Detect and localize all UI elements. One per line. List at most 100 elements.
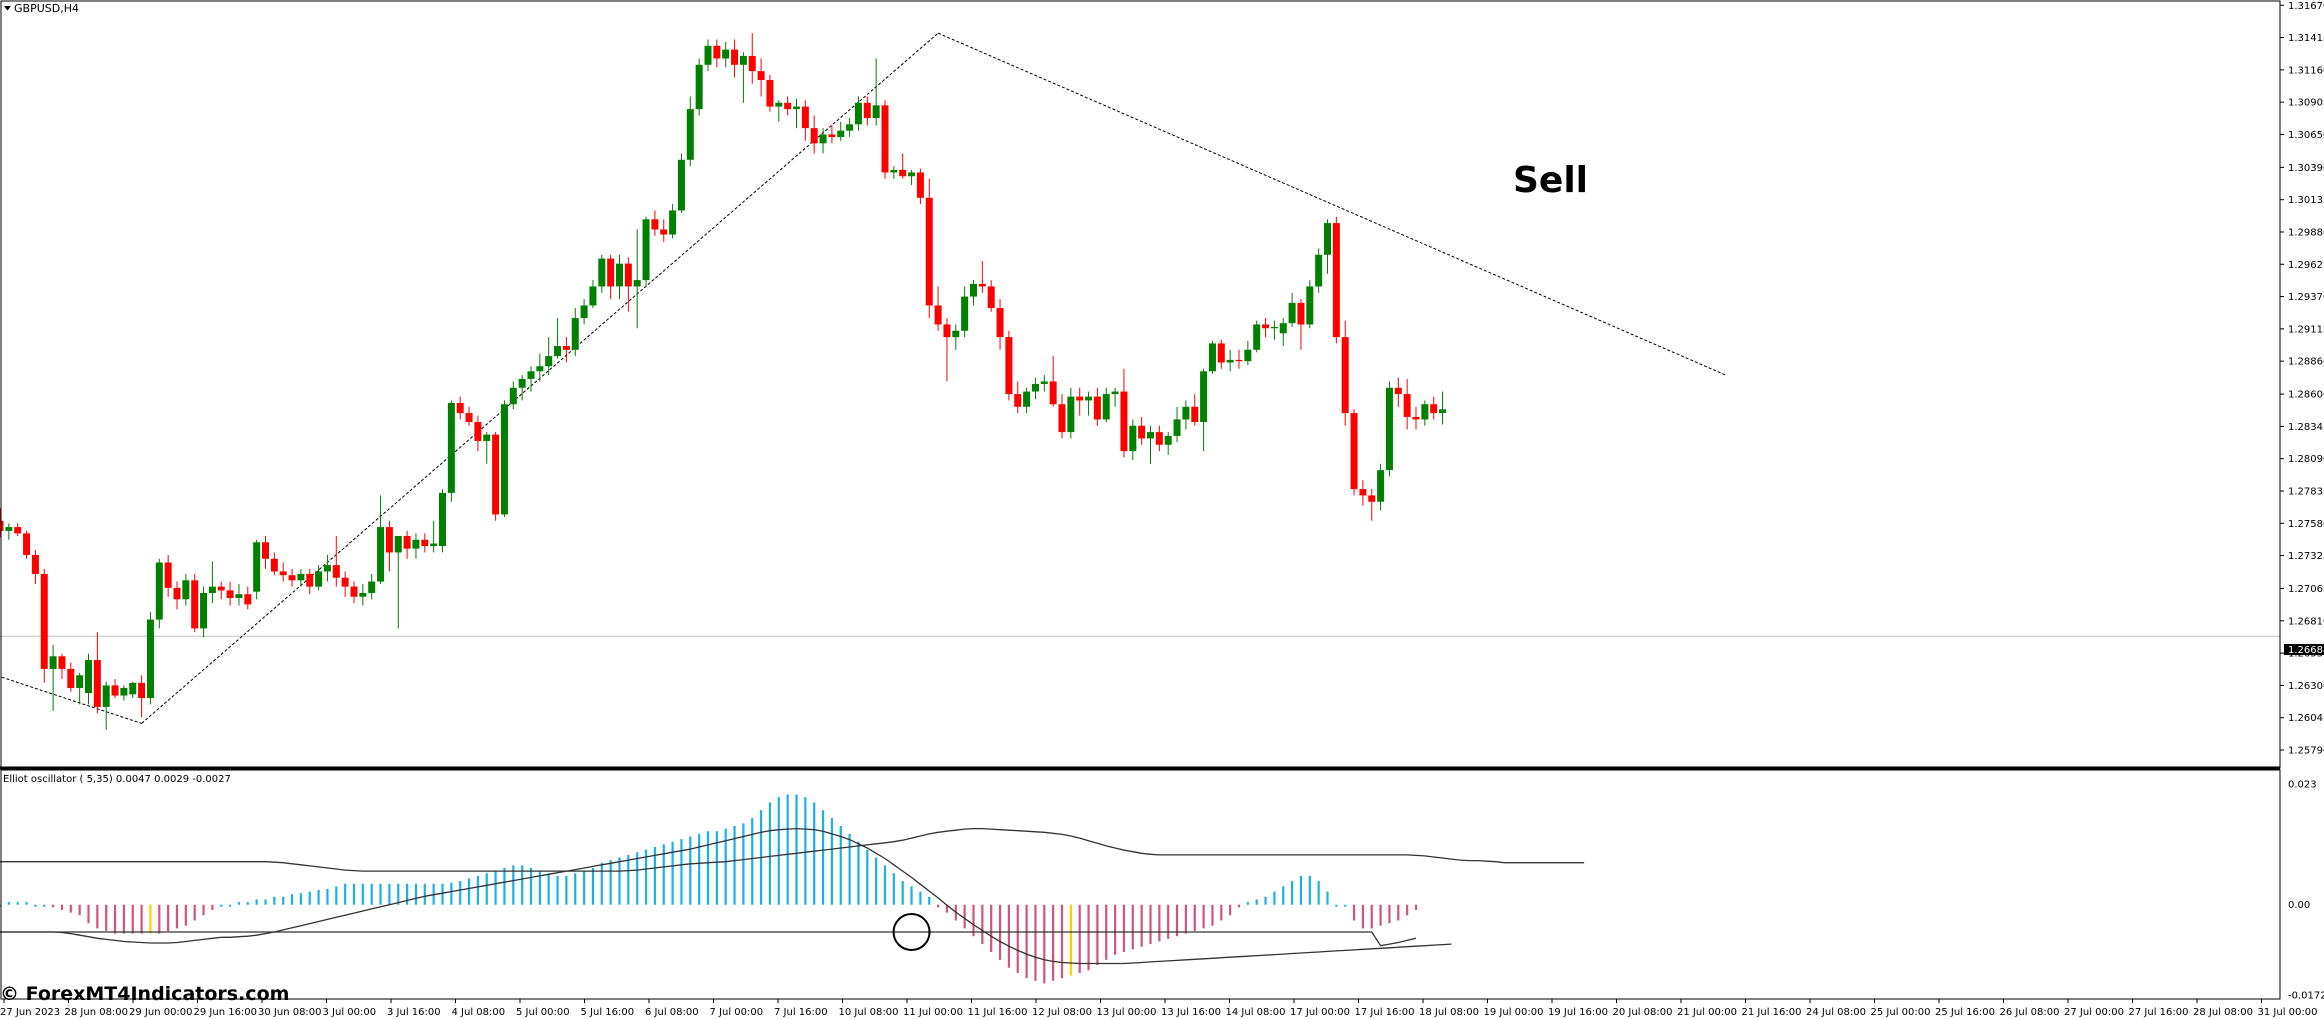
candle-body[interactable] bbox=[1297, 302, 1305, 325]
candle[interactable] bbox=[677, 153, 685, 213]
candle[interactable] bbox=[1421, 400, 1429, 426]
candle-body[interactable] bbox=[1085, 396, 1093, 401]
candle-body[interactable] bbox=[695, 64, 703, 110]
candle[interactable] bbox=[881, 100, 889, 179]
candle-body[interactable] bbox=[899, 169, 907, 177]
candle[interactable] bbox=[350, 581, 358, 604]
candle[interactable] bbox=[1332, 216, 1340, 344]
candle-body[interactable] bbox=[996, 307, 1004, 338]
candle[interactable] bbox=[607, 254, 615, 300]
candle[interactable] bbox=[85, 653, 92, 705]
candle[interactable] bbox=[31, 549, 39, 585]
candle[interactable] bbox=[686, 96, 694, 167]
candle[interactable] bbox=[828, 125, 836, 144]
candle[interactable] bbox=[739, 52, 747, 103]
candle-body[interactable] bbox=[589, 286, 597, 306]
candle-body[interactable] bbox=[846, 124, 854, 131]
candle-body[interactable] bbox=[138, 682, 146, 699]
candle[interactable] bbox=[1085, 391, 1093, 416]
candle-body[interactable] bbox=[1412, 416, 1420, 420]
candle-body[interactable] bbox=[1385, 387, 1393, 471]
candle-body[interactable] bbox=[23, 533, 31, 555]
candle-body[interactable] bbox=[1270, 326, 1278, 329]
candle-body[interactable] bbox=[306, 573, 314, 587]
candle[interactable] bbox=[801, 100, 809, 141]
candle[interactable] bbox=[633, 229, 641, 329]
candle[interactable] bbox=[1430, 396, 1438, 420]
candle-body[interactable] bbox=[1155, 432, 1163, 445]
chevron-down-icon[interactable] bbox=[4, 6, 11, 11]
candle[interactable] bbox=[483, 432, 491, 464]
candle-body[interactable] bbox=[111, 685, 119, 696]
candle[interactable] bbox=[775, 100, 783, 122]
candle[interactable] bbox=[1297, 299, 1305, 350]
candle-body[interactable] bbox=[1031, 383, 1039, 392]
candle-body[interactable] bbox=[536, 366, 544, 372]
candle[interactable] bbox=[49, 644, 57, 711]
candle[interactable] bbox=[138, 675, 146, 718]
candle[interactable] bbox=[545, 337, 553, 376]
candle[interactable] bbox=[872, 58, 880, 126]
candle-body[interactable] bbox=[660, 229, 668, 235]
candle-body[interactable] bbox=[872, 105, 880, 118]
candle[interactable] bbox=[624, 257, 632, 312]
candle-body[interactable] bbox=[1102, 394, 1110, 420]
candle[interactable] bbox=[40, 568, 48, 683]
candle[interactable] bbox=[323, 554, 331, 582]
candle-body[interactable] bbox=[31, 554, 39, 574]
candle[interactable] bbox=[332, 535, 340, 587]
candles[interactable] bbox=[0, 33, 1447, 730]
candle[interactable] bbox=[660, 219, 668, 243]
candle-body[interactable] bbox=[403, 535, 411, 549]
candle-body[interactable] bbox=[1439, 409, 1447, 414]
candle[interactable] bbox=[793, 98, 800, 129]
candle-body[interactable] bbox=[731, 49, 739, 65]
candle[interactable] bbox=[518, 375, 526, 401]
candle-body[interactable] bbox=[1403, 394, 1411, 417]
candle-body[interactable] bbox=[1341, 337, 1349, 414]
candle[interactable] bbox=[890, 166, 898, 179]
candle[interactable] bbox=[1129, 419, 1137, 460]
candle-body[interactable] bbox=[881, 105, 889, 173]
candle[interactable] bbox=[987, 280, 995, 312]
candle-body[interactable] bbox=[713, 45, 721, 59]
candle[interactable] bbox=[377, 495, 385, 585]
candle-body[interactable] bbox=[819, 134, 827, 144]
candle[interactable] bbox=[1067, 387, 1075, 439]
candle-body[interactable] bbox=[465, 413, 473, 422]
candle[interactable] bbox=[943, 318, 951, 382]
candle-body[interactable] bbox=[315, 571, 323, 587]
candle[interactable] bbox=[722, 41, 730, 68]
candle[interactable] bbox=[253, 539, 261, 600]
candle-body[interactable] bbox=[394, 535, 402, 553]
candle[interactable] bbox=[5, 523, 13, 540]
candle-body[interactable] bbox=[607, 258, 615, 287]
candle[interactable] bbox=[952, 324, 960, 350]
candle-body[interactable] bbox=[686, 109, 694, 160]
candle[interactable] bbox=[1040, 375, 1048, 392]
candle-body[interactable] bbox=[200, 592, 208, 629]
candle-body[interactable] bbox=[288, 575, 296, 581]
candle[interactable] bbox=[173, 581, 181, 610]
candle-body[interactable] bbox=[350, 586, 358, 597]
candle-body[interactable] bbox=[916, 172, 924, 198]
candle[interactable] bbox=[439, 489, 446, 553]
candle[interactable] bbox=[1023, 387, 1031, 414]
candle-body[interactable] bbox=[863, 102, 871, 118]
candle[interactable] bbox=[1306, 280, 1314, 329]
candle[interactable] bbox=[23, 530, 31, 559]
candle-body[interactable] bbox=[1279, 323, 1287, 334]
candle-body[interactable] bbox=[323, 565, 331, 572]
candle-body[interactable] bbox=[1120, 391, 1128, 452]
candle-body[interactable] bbox=[1129, 425, 1137, 452]
candle[interactable] bbox=[1111, 387, 1119, 407]
candle[interactable] bbox=[731, 39, 739, 78]
candle-body[interactable] bbox=[925, 197, 933, 306]
candle-body[interactable] bbox=[1394, 387, 1402, 395]
candle[interactable] bbox=[359, 584, 367, 606]
candle[interactable] bbox=[1058, 394, 1066, 439]
candle-body[interactable] bbox=[1049, 381, 1057, 405]
candle-body[interactable] bbox=[704, 45, 712, 65]
candle-body[interactable] bbox=[739, 55, 747, 65]
